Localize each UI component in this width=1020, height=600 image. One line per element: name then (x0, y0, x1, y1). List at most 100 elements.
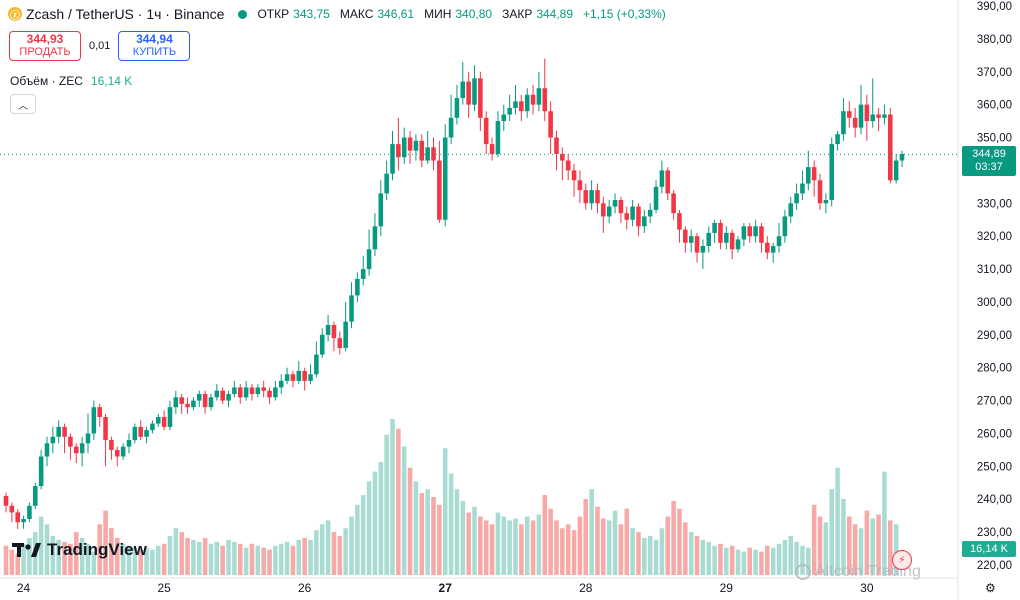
candle (109, 436, 114, 460)
candle-body (202, 394, 208, 408)
volume-bar (68, 543, 73, 575)
collapse-legend-button[interactable]: ︿ (10, 94, 36, 114)
candle-body (554, 137, 559, 154)
candle (601, 196, 606, 233)
candle-body (38, 456, 44, 487)
candle-body (759, 226, 764, 243)
volume-bar (425, 489, 430, 575)
candle (671, 190, 676, 220)
candle (870, 78, 876, 128)
candle-body (747, 226, 753, 237)
candle (694, 232, 700, 263)
candle-body (284, 374, 290, 381)
volume-bar (237, 543, 243, 575)
volume-bar (214, 541, 220, 575)
candle-body (437, 160, 442, 220)
candle (770, 242, 776, 263)
time-tick-label: 24 (17, 581, 31, 595)
volume-bar (226, 539, 231, 575)
candle (314, 341, 319, 378)
volume-bar (847, 516, 852, 575)
tradingview-logo[interactable]: TradingView (12, 540, 147, 560)
price-axis[interactable]: 390,00380,00370,00360,00350,00340,00330,… (977, 1, 1012, 572)
open-label: ОТКР (257, 7, 290, 21)
volume-bar (712, 545, 717, 575)
candle-body (226, 394, 231, 401)
volume-bar (852, 524, 858, 575)
volume-bar (618, 524, 624, 575)
candle (302, 367, 307, 391)
volume-bar (261, 547, 266, 575)
volume-bar (150, 549, 155, 575)
candle-body (319, 334, 325, 355)
candle (243, 380, 249, 401)
candle-body (103, 417, 108, 441)
candle (173, 390, 179, 414)
sell-button[interactable]: 344,93 ПРОДАТЬ (9, 31, 81, 61)
volume-bar (483, 520, 489, 575)
price-tick-label: 380,00 (977, 34, 1012, 46)
candle-body (706, 232, 712, 247)
candle-body (606, 206, 612, 217)
volume-bar (577, 516, 583, 575)
candle-body (513, 101, 518, 108)
candle (454, 84, 460, 125)
low-value: 340,80 (455, 7, 493, 21)
candle-body (595, 190, 600, 204)
buy-button[interactable]: 344,94 КУПИТЬ (118, 31, 191, 61)
volume-bar (103, 510, 108, 575)
candle-body (132, 426, 138, 441)
candle-body (489, 144, 495, 154)
volume-bar (437, 504, 442, 575)
volume-bar (343, 528, 348, 575)
candle-body (366, 249, 372, 270)
sell-label: ПРОДАТЬ (19, 46, 71, 58)
candle-body (349, 295, 354, 322)
candle (765, 236, 770, 260)
volume-bar (642, 537, 647, 575)
price-tick-label: 320,00 (977, 231, 1012, 243)
candle (267, 387, 272, 404)
candle (882, 104, 887, 125)
price-tick-label: 260,00 (977, 428, 1012, 440)
candle (782, 209, 788, 243)
volume-bar (360, 495, 366, 575)
candle (3, 492, 9, 513)
candle (79, 436, 85, 467)
candle-body (413, 140, 419, 151)
volume-bar (677, 508, 682, 575)
gear-icon[interactable]: ⚙ (985, 581, 996, 595)
candle (706, 226, 712, 253)
time-axis[interactable]: 24 25 26 27 28 29 30 (17, 581, 874, 595)
volume-bar (249, 543, 255, 575)
candle (91, 400, 97, 441)
candle-body (794, 193, 799, 204)
price-tick-label: 250,00 (977, 461, 1012, 473)
volume-legend[interactable]: Объём · ZEC 16,14 K (10, 74, 132, 88)
lightning-icon[interactable]: ⚡ (892, 550, 912, 570)
candle-body (694, 236, 700, 253)
candle-body (267, 390, 272, 398)
chart-header: ⓩ Zcash / TetherUS · 1ч · Binance ОТКР 3… (8, 6, 666, 22)
candle (431, 137, 436, 171)
volume-label: Объём · ZEC (10, 74, 83, 88)
candle-body (79, 443, 85, 454)
candle-body (800, 183, 805, 194)
volume-bar (829, 489, 835, 575)
candle-body (665, 170, 671, 194)
volume-bar (536, 514, 542, 575)
candle (483, 111, 489, 154)
candle (519, 94, 524, 122)
symbol-title[interactable]: Zcash / TetherUS · 1ч · Binance (26, 6, 225, 22)
volume-bar (823, 522, 829, 575)
volume-bar (835, 467, 840, 575)
candle-body (647, 209, 653, 217)
candle (442, 124, 448, 227)
candle-body (249, 387, 255, 395)
candle (161, 410, 167, 431)
candle-body (261, 387, 266, 391)
volume-bar (501, 516, 507, 575)
spread-value: 0,01 (89, 40, 111, 52)
zcash-coin-icon: ⓩ (8, 7, 22, 22)
